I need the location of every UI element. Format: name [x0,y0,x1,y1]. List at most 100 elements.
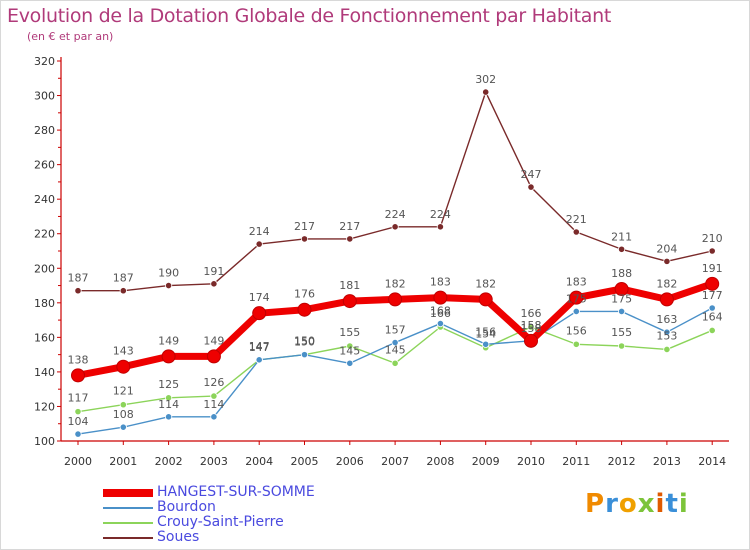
data-label: 181 [339,279,360,292]
data-label: 182 [656,277,677,290]
y-tick-label: 120 [34,400,55,413]
legend-swatch-crouy [103,521,153,524]
data-label: 163 [656,313,677,326]
legend-swatch-hangest [103,488,153,497]
data-point [617,307,626,316]
data-label: 121 [113,385,134,398]
legend-swatch-bourdon [103,506,153,509]
data-label: 183 [430,276,451,289]
data-point [659,292,674,307]
data-label: 117 [68,392,89,405]
data-label: 187 [68,272,89,285]
data-label: 175 [611,292,632,305]
x-tick-label: 2008 [426,455,454,468]
x-tick-label: 2002 [155,455,183,468]
data-point [210,280,218,288]
data-point [346,342,354,350]
proxiti-logo: Proxiti [585,489,689,519]
x-tick-label: 2011 [562,455,590,468]
data-label: 150 [294,335,315,348]
data-label: 145 [385,343,406,356]
data-point [165,281,173,290]
data-label: 104 [68,415,89,428]
data-point [297,302,312,317]
data-label: 166 [521,307,542,320]
data-point [527,323,535,331]
data-point [391,223,399,231]
data-point [478,292,493,307]
data-point [74,287,82,295]
y-tick-label: 300 [34,90,55,103]
y-tick-label: 180 [34,297,55,310]
data-label: 174 [249,291,270,304]
legend-label-hangest: HANGEST-SUR-SOMME [157,484,315,500]
data-label: 191 [702,262,723,275]
data-label: 126 [203,376,224,389]
data-label: 224 [385,208,406,221]
data-label: 190 [158,267,179,280]
data-label: 149 [203,334,224,347]
data-label: 155 [611,326,632,339]
data-label: 166 [430,307,451,320]
y-tick-label: 280 [34,124,55,137]
data-point [206,349,221,364]
chart-title: Evolution de la Dotation Globale de Fonc… [7,5,612,27]
data-label: 157 [385,324,406,337]
data-label: 155 [339,326,360,339]
data-label: 247 [521,168,542,181]
data-label: 114 [203,398,224,411]
y-tick-label: 100 [34,435,55,448]
data-point [527,183,535,191]
data-point [71,368,85,383]
value-labels: 187 187 190 191 214 217 217 224 224 302 247 221 211 2… [68,73,723,428]
legend-swatch-soues [103,536,153,539]
y-tick-label: 140 [34,366,55,379]
data-label: 168 [430,305,451,318]
data-point [708,247,716,255]
legend: HANGEST-SUR-SOMME Bourdon Crouy-Saint-Pi… [103,485,315,545]
logo-letter: i [678,489,689,519]
data-label: 164 [702,310,723,323]
data-label: 153 [656,329,677,342]
data-label: 150 [294,336,315,349]
data-label: 217 [339,220,360,233]
x-tick-label: 2013 [653,455,681,468]
data-point [572,307,580,316]
data-label: 154 [475,328,496,341]
data-point [210,392,218,400]
logo-letter: x [637,489,656,519]
data-point [119,423,127,431]
data-point [663,328,671,336]
data-point [572,340,580,348]
data-label: 183 [566,276,587,289]
x-tick-label: 2014 [698,455,726,468]
y-tick-label: 160 [34,331,55,344]
data-label: 125 [158,378,179,391]
legend-label-soues: Soues [157,529,200,545]
data-point [300,351,309,359]
axes: 100 120 140 160 180 200 220 240 260 280 300 320 2000… [34,55,729,468]
data-label: 187 [113,272,134,285]
data-label: 182 [475,277,496,290]
data-point [436,319,444,328]
legend-label-bourdon: Bourdon [157,499,216,515]
data-point [663,345,671,354]
data-point [165,394,173,402]
data-point [74,408,82,416]
data-point [342,294,357,309]
data-point [482,340,490,348]
data-point [436,223,444,231]
x-tick-label: 2004 [245,455,273,468]
data-label: 302 [475,73,496,86]
legend-item-crouy: Crouy-Saint-Pierre [103,515,315,530]
data-label: 145 [339,344,360,357]
data-label: 224 [430,208,451,221]
x-tick-label: 2006 [336,455,364,468]
data-label: 182 [385,277,406,290]
y-tick-label: 220 [34,228,55,241]
data-label: 214 [249,225,270,238]
data-label: 204 [656,242,677,255]
data-label: 191 [203,265,224,278]
